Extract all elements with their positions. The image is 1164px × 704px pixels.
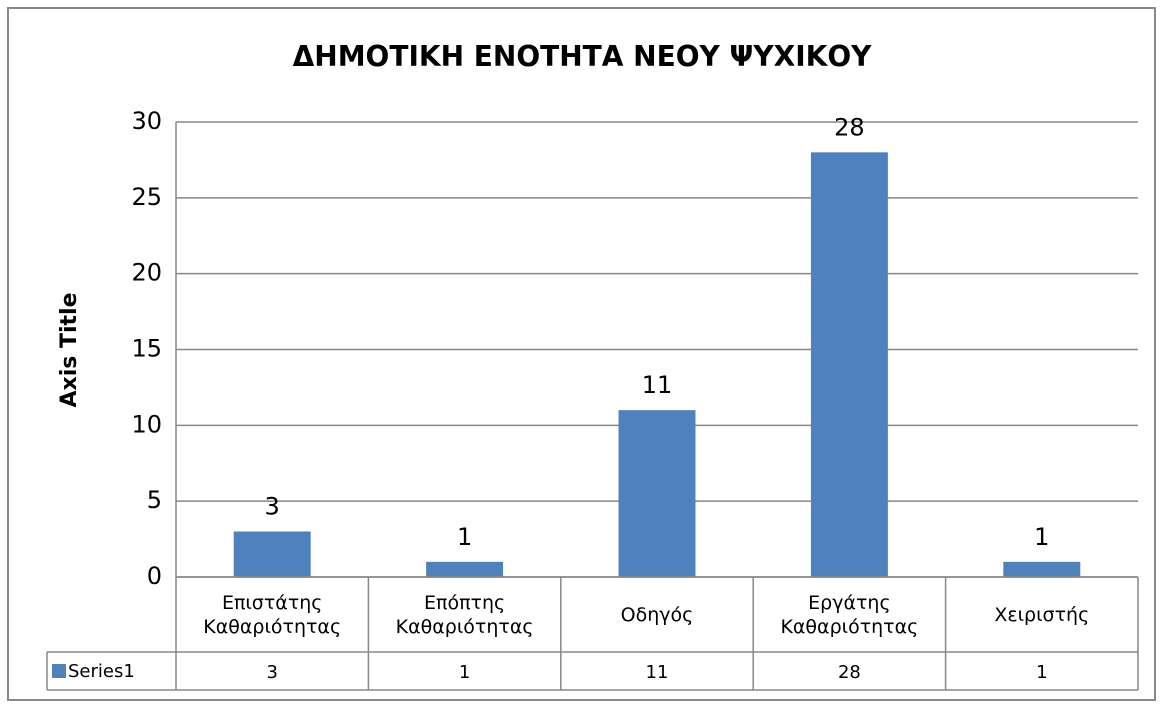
y-tick-label: 25	[131, 183, 162, 211]
table-value: 1	[1036, 662, 1047, 683]
data-label: 3	[265, 493, 280, 521]
x-tick-label: Χειριστής	[994, 603, 1090, 626]
x-tick-label: Επιστάτης Καθαριότητας	[203, 591, 342, 638]
chart-title: ΔΗΜΟΤΙΚΗ ΕΝΟΤΗΤΑ ΝΕΟΥ ΨΥΧΙΚΟΥ	[293, 40, 873, 73]
x-tick-label: Επόπτης Καθαριότητας	[395, 591, 534, 638]
y-tick-label: 5	[147, 486, 162, 514]
x-tick-label: Εργάτης Καθαριότητας	[780, 591, 919, 638]
chart-border	[7, 7, 1156, 701]
table-value: 3	[266, 662, 277, 683]
bar	[426, 561, 504, 577]
bar	[233, 531, 311, 577]
y-tick-label: 30	[131, 107, 162, 135]
bar	[810, 152, 888, 578]
legend-label: Series1	[68, 661, 135, 682]
y-tick-label: 10	[131, 410, 162, 438]
table-value: 28	[838, 662, 861, 683]
table-value: 11	[646, 662, 669, 683]
data-label: 1	[1034, 523, 1049, 551]
bar	[1003, 561, 1081, 577]
y-axis-title: Axis Title	[57, 292, 82, 407]
data-label: 11	[642, 371, 673, 399]
x-tick-label: Οδηγός	[620, 603, 694, 626]
data-label: 28	[834, 113, 865, 141]
y-tick-label: 15	[131, 335, 162, 363]
bar	[618, 410, 696, 577]
legend-swatch	[52, 664, 66, 678]
y-tick-label: 0	[147, 562, 162, 590]
table-value: 1	[459, 662, 470, 683]
data-label: 1	[457, 523, 472, 551]
y-tick-label: 20	[131, 259, 162, 287]
